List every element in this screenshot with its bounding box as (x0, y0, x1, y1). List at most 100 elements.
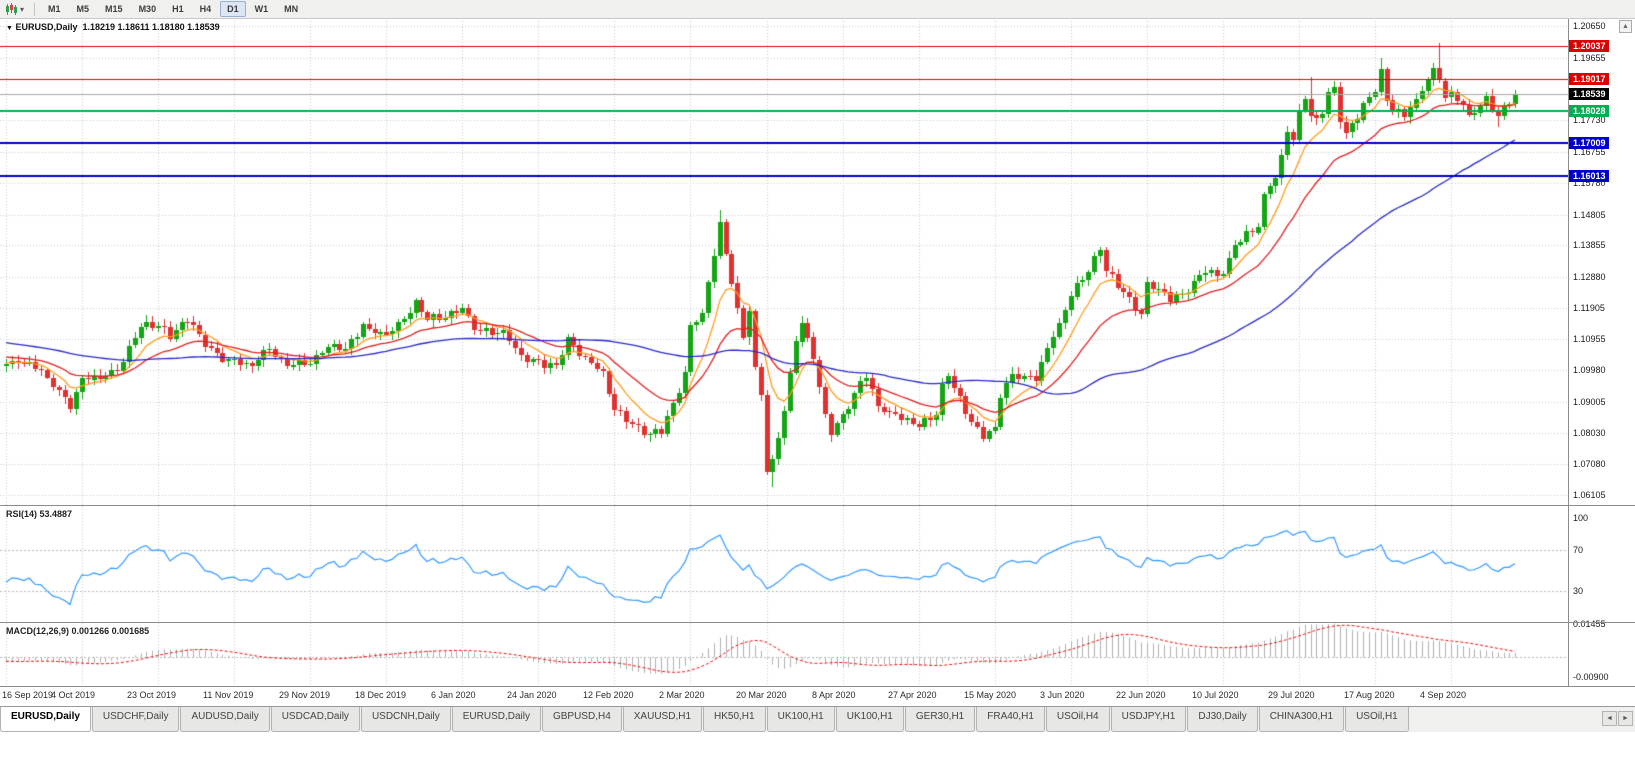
tab-scroll-left-icon[interactable]: ◄ (1602, 711, 1617, 726)
date-tick-label: 4 Oct 2019 (51, 690, 96, 700)
macd-values: 0.001266 0.001685 (71, 626, 150, 636)
hline-price-label[interactable]: 1.18028 (1569, 104, 1609, 117)
date-tick-label: 16 Sep 2019 (2, 690, 54, 700)
date-tick-label: 24 Jan 2020 (507, 690, 557, 700)
price-tick-label: 1.09980 (1573, 365, 1606, 376)
period-button-m5[interactable]: M5 (70, 1, 97, 17)
date-tick-label: 17 Aug 2020 (1344, 690, 1395, 700)
date-tick-label: 29 Nov 2019 (279, 690, 331, 700)
panel-separator (0, 686, 1635, 687)
rsi-tick-label: 30 (1573, 585, 1584, 596)
rsi-value: 53.4887 (39, 509, 73, 519)
date-tick-label: 3 Jun 2020 (1040, 690, 1085, 700)
price-tick-label: 1.08030 (1573, 428, 1606, 439)
symbol-marker-icon: ▼ (6, 25, 13, 32)
chart-tab-1-usdchf-daily[interactable]: USDCHF,Daily (91, 707, 180, 732)
price-chart-canvas[interactable] (0, 18, 1568, 505)
bid-price-label[interactable]: 1.18539 (1569, 88, 1609, 101)
rsi-tick-label: 70 (1573, 544, 1584, 555)
date-tick-label: 22 Jun 2020 (1116, 690, 1166, 700)
date-tick-label: 29 Jul 2020 (1268, 690, 1315, 700)
chart-tab-7-xauusd-h1[interactable]: XAUUSD,H1 (622, 707, 703, 732)
tab-scroll-right-icon[interactable]: ► (1618, 711, 1633, 726)
date-tick-label: 20 Mar 2020 (736, 690, 787, 700)
scroll-up-button[interactable]: ▲ (1619, 20, 1632, 33)
period-button-w1[interactable]: W1 (248, 1, 276, 17)
chart-tab-12-fra40-h1[interactable]: FRA40,H1 (976, 707, 1045, 732)
date-tick-label: 8 Apr 2020 (812, 690, 856, 700)
chart-type-dropdown-caret[interactable]: ▾ (20, 4, 25, 14)
panel-separator[interactable] (0, 505, 1635, 506)
date-axis[interactable]: 16 Sep 2019 4 Oct 2019 23 Oct 2019 11 Nov 2… (0, 687, 1568, 704)
tab-scroll-arrows: ◄ ► (1600, 707, 1635, 726)
period-button-m15[interactable]: M15 (98, 1, 130, 17)
price-tick-label: 1.06105 (1573, 490, 1606, 501)
period-button-group: M1 M5 M15 M30 H1 H4 D1 W1 MN (40, 1, 306, 17)
chart-tab-13-usoil-h4[interactable]: USOil,H4 (1045, 707, 1110, 732)
chart-type-button[interactable]: ▾ (0, 1, 29, 17)
chart-tab-16-china300-h1[interactable]: CHINA300,H1 (1258, 707, 1345, 732)
price-tick-label: 1.13855 (1573, 240, 1606, 251)
macd-name: MACD(12,26,9) (6, 626, 70, 636)
price-tick-label: 1.10955 (1573, 333, 1606, 344)
macd-label: MACD(12,26,9) 0.001266 0.001685 (6, 626, 149, 636)
date-tick-label: 10 Jul 2020 (1192, 690, 1239, 700)
chart-tab-4-usdcnh-daily[interactable]: USDCNH,Daily (360, 707, 451, 732)
date-tick-label: 15 May 2020 (964, 690, 1017, 700)
price-tick-label: 1.15780 (1573, 178, 1606, 189)
chart-info-line: ▼ EURUSD,Daily 1.18219 1.18611 1.18180 1… (6, 22, 220, 32)
chart-tabs: EURUSD,Daily USDCHF,Daily AUDUSD,Daily USDC… (0, 707, 1600, 732)
rsi-label: RSI(14) 53.4887 (6, 509, 72, 519)
price-tick-label: 1.12880 (1573, 271, 1606, 282)
chart-tab-14-usdjpy-h1[interactable]: USDJPY,H1 (1110, 707, 1187, 732)
price-axis[interactable]: 1.20650 1.19655 1.17730 1.16755 1.15780 1.148… (1568, 18, 1635, 686)
price-tick-label: 1.19655 (1573, 53, 1606, 64)
chart-tab-8-hk50-h1[interactable]: HK50,H1 (703, 707, 766, 732)
macd-tick-label: 0.01455 (1573, 619, 1606, 630)
symbol-period-label: EURUSD,Daily (15, 22, 78, 32)
chart-tab-15-dj30-daily[interactable]: DJ30,Daily (1187, 707, 1258, 732)
period-button-h1[interactable]: H1 (165, 1, 191, 17)
date-tick-label: 6 Jan 2020 (431, 690, 476, 700)
price-tick-label: 1.20650 (1573, 21, 1606, 32)
date-tick-label: 2 Mar 2020 (659, 690, 705, 700)
period-button-h4[interactable]: H4 (193, 1, 219, 17)
macd-indicator-canvas[interactable] (0, 623, 1568, 686)
chart-tab-6-gbpusd-h4[interactable]: GBPUSD,H4 (541, 707, 622, 732)
period-button-d1[interactable]: D1 (220, 1, 246, 17)
price-tick-label: 1.17730 (1573, 115, 1606, 126)
chart-tab-10-uk100-h1[interactable]: UK100,H1 (835, 707, 904, 732)
period-button-m1[interactable]: M1 (41, 1, 68, 17)
rsi-name: RSI(14) (6, 509, 38, 519)
hline-price-label[interactable]: 1.16013 (1569, 169, 1609, 182)
hline-price-label[interactable]: 1.20037 (1569, 39, 1609, 52)
price-tick-label: 1.09005 (1573, 396, 1606, 407)
date-tick-label: 18 Dec 2019 (355, 690, 407, 700)
panel-separator[interactable] (0, 622, 1635, 623)
chart-tab-3-usdcad-daily[interactable]: USDCAD,Daily (270, 707, 360, 732)
date-tick-label: 4 Sep 2020 (1420, 690, 1467, 700)
toolbar-separator (34, 2, 36, 16)
ohlc-values: 1.18219 1.18611 1.18180 1.18539 (82, 22, 220, 32)
date-tick-label: 11 Nov 2019 (203, 690, 254, 700)
period-button-m30[interactable]: M30 (132, 1, 164, 17)
chart-tabs-bar: EURUSD,Daily USDCHF,Daily AUDUSD,Daily USDC… (0, 706, 1635, 732)
candlestick-chart-icon (6, 2, 17, 15)
price-tick-label: 1.14805 (1573, 209, 1606, 220)
price-tick-label: 1.07080 (1573, 458, 1606, 469)
price-tick-label: 1.11905 (1573, 303, 1605, 314)
chart-tab-0-eurusd-daily[interactable]: EURUSD,Daily (0, 707, 91, 732)
chart-tab-11-ger30-h1[interactable]: GER30,H1 (904, 707, 976, 732)
hline-price-label[interactable]: 1.19017 (1569, 72, 1609, 85)
hline-price-label[interactable]: 1.17009 (1569, 137, 1609, 150)
macd-tick-label: -0.00900 (1573, 672, 1609, 683)
rsi-indicator-canvas[interactable] (0, 506, 1568, 622)
chart-tab-9-uk100-h1[interactable]: UK100,H1 (766, 707, 835, 732)
chart-tab-17-usoil-h1[interactable]: USOil,H1 (1345, 707, 1409, 732)
period-button-mn[interactable]: MN (277, 1, 305, 17)
chart-tab-2-audusd-daily[interactable]: AUDUSD,Daily (180, 707, 270, 732)
price-tick-label: 1.16755 (1573, 146, 1606, 157)
rsi-tick-label: 100 (1573, 513, 1589, 524)
chart-tab-5-eurusd-daily[interactable]: EURUSD,Daily (451, 707, 541, 732)
